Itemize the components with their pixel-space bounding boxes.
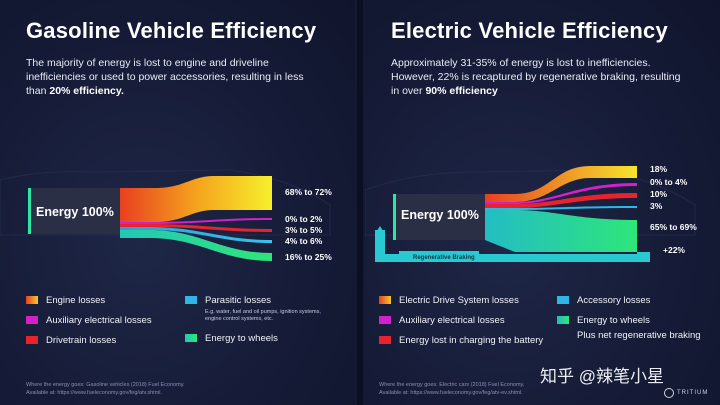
legend-auxiliary-losses: Auxiliary electrical losses: [26, 315, 152, 326]
energy-100-label: Energy 100%: [36, 205, 114, 219]
footer-url: Available at: https://www.fueleconomy.go…: [26, 390, 163, 396]
auxiliary-losses-value: 3% to 5%: [285, 225, 323, 235]
legend-swatch: [26, 336, 38, 344]
energy-100-label: Energy 100%: [401, 208, 479, 222]
parasitic-losses-flow: [120, 218, 272, 224]
legend-text: Parasitic losses E.g. water, fuel and oil…: [205, 295, 335, 323]
drive-system-losses-flow: [485, 166, 637, 202]
legend-label: Energy to wheels: [205, 333, 278, 344]
car-outline: [0, 169, 331, 236]
energy-source-accent: [28, 188, 31, 234]
legend-swatch: [185, 334, 197, 342]
legend-label: Energy lost in charging the battery: [399, 335, 544, 346]
legend-swatch: [185, 296, 197, 304]
energy-to-wheels-flow: [120, 230, 272, 261]
watermark: 知乎 @辣笔小星: [540, 367, 664, 386]
gasoline-description: The majority of energy is lost to engine…: [26, 56, 326, 98]
legend-swatch: [557, 316, 569, 324]
legend-accessory-losses: Accessory losses: [557, 295, 650, 306]
legend-charging-loss: Energy lost in charging the battery: [379, 335, 543, 346]
energy-to-wheels-value: 65% to 69%: [650, 222, 697, 232]
auxiliary-losses-flow: [120, 224, 272, 232]
electric-sankey: Energy 100% Regenerative Braking 18% 0% …: [365, 164, 697, 262]
legend-drive-system-losses: Electric Drive System losses: [379, 295, 519, 306]
drivetrain-losses-flow: [120, 227, 272, 243]
accessory-losses-value: 3%: [650, 201, 663, 211]
legend-sublabel: Plus net regenerative braking: [577, 330, 701, 341]
footer-url: Available at: https://www.fueleconomy.go…: [379, 390, 523, 396]
legend-text: Energy to wheels Plus net regenerative br…: [577, 315, 701, 341]
energy-source-box: [393, 194, 485, 240]
charging-loss-value: 10%: [650, 189, 667, 199]
legend-label: Engine losses: [46, 295, 106, 306]
electric-panel: Electric Vehicle Efficiency Approximatel…: [365, 0, 720, 405]
electric-desc-text: Approximately 31-35% of energy is lost t…: [391, 57, 681, 97]
legend-swatch: [379, 336, 391, 344]
legend-label: Accessory losses: [577, 295, 651, 306]
legend-drivetrain-losses: Drivetrain losses: [26, 335, 116, 346]
gasoline-panel: Gasoline Vehicle Efficiency The majority…: [0, 0, 355, 405]
footer-source: Where the energy goes: Electric cars (20…: [379, 382, 525, 388]
legend-note: E.g. water, fuel and oil pumps, ignition…: [205, 309, 321, 322]
legend-energy-to-wheels: Energy to wheels Plus net regenerative br…: [557, 315, 701, 341]
gasoline-sankey: Energy 100% 68% to 72% 0% to 2% 3% to 5%…: [0, 169, 332, 262]
legend-label: Parasitic losses: [205, 295, 271, 306]
legend-label: Energy to wheels: [577, 315, 650, 326]
energy-source-box: [28, 188, 120, 234]
gasoline-desc-text: The majority of energy is lost to engine…: [26, 57, 304, 97]
drive-losses-value: 18%: [650, 164, 667, 174]
drivetrain-losses-value: 4% to 6%: [285, 236, 323, 246]
legend-swatch: [26, 316, 38, 324]
legend-engine-losses: Engine losses: [26, 295, 105, 306]
engine-losses-flow: [120, 176, 272, 222]
regen-value: +22%: [663, 245, 685, 255]
legend-auxiliary-losses: Auxiliary electrical losses: [379, 315, 505, 326]
electric-footer: Where the energy goes: Electric cars (20…: [379, 381, 524, 397]
electric-description: Approximately 31-35% of energy is lost t…: [391, 56, 681, 98]
gasoline-footer: Where the energy goes: Gasoline vehicles…: [26, 381, 185, 397]
energy-to-wheels-value: 16% to 25%: [285, 252, 332, 262]
logo-text: TRITIUM: [677, 390, 709, 396]
legend-label: Auxiliary electrical losses: [46, 315, 152, 326]
regen-label-bg: [399, 251, 479, 262]
energy-source-accent: [393, 194, 396, 240]
gasoline-title: Gasoline Vehicle Efficiency: [26, 18, 317, 43]
legend-swatch: [379, 296, 391, 304]
electric-desc-bold: 90% efficiency: [425, 85, 498, 97]
auxiliary-losses-flow: [485, 183, 637, 204]
brand-logo: TRITIUM: [664, 388, 708, 398]
engine-losses-value: 68% to 72%: [285, 187, 332, 197]
legend-swatch: [557, 296, 569, 304]
electric-title: Electric Vehicle Efficiency: [391, 18, 668, 43]
legend-energy-to-wheels: Energy to wheels: [185, 333, 278, 344]
regen-arrow: [375, 226, 385, 234]
legend-label: Auxiliary electrical losses: [399, 315, 505, 326]
charging-loss-flow: [485, 193, 637, 208]
legend-swatch: [26, 296, 38, 304]
auxiliary-losses-value: 0% to 4%: [650, 177, 688, 187]
panel-divider: [357, 0, 363, 405]
footer-source: Where the energy goes: Gasoline vehicles…: [26, 382, 185, 388]
legend-swatch: [379, 316, 391, 324]
gasoline-desc-bold: 20% efficiency.: [49, 85, 124, 97]
legend-label: Drivetrain losses: [46, 335, 117, 346]
logo-icon: [664, 388, 674, 398]
energy-to-wheels-flow: [485, 210, 637, 252]
parasitic-losses-value: 0% to 2%: [285, 214, 323, 224]
legend-parasitic-losses: Parasitic losses E.g. water, fuel and oil…: [185, 295, 335, 323]
legend-label: Electric Drive System losses: [399, 295, 519, 306]
regen-label: Regenerative Braking: [413, 255, 475, 261]
accessory-losses-flow: [485, 206, 637, 210]
